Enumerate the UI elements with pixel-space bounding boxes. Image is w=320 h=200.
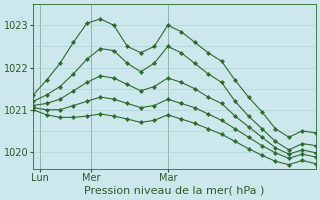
X-axis label: Pression niveau de la mer( hPa ): Pression niveau de la mer( hPa ) xyxy=(84,186,265,196)
